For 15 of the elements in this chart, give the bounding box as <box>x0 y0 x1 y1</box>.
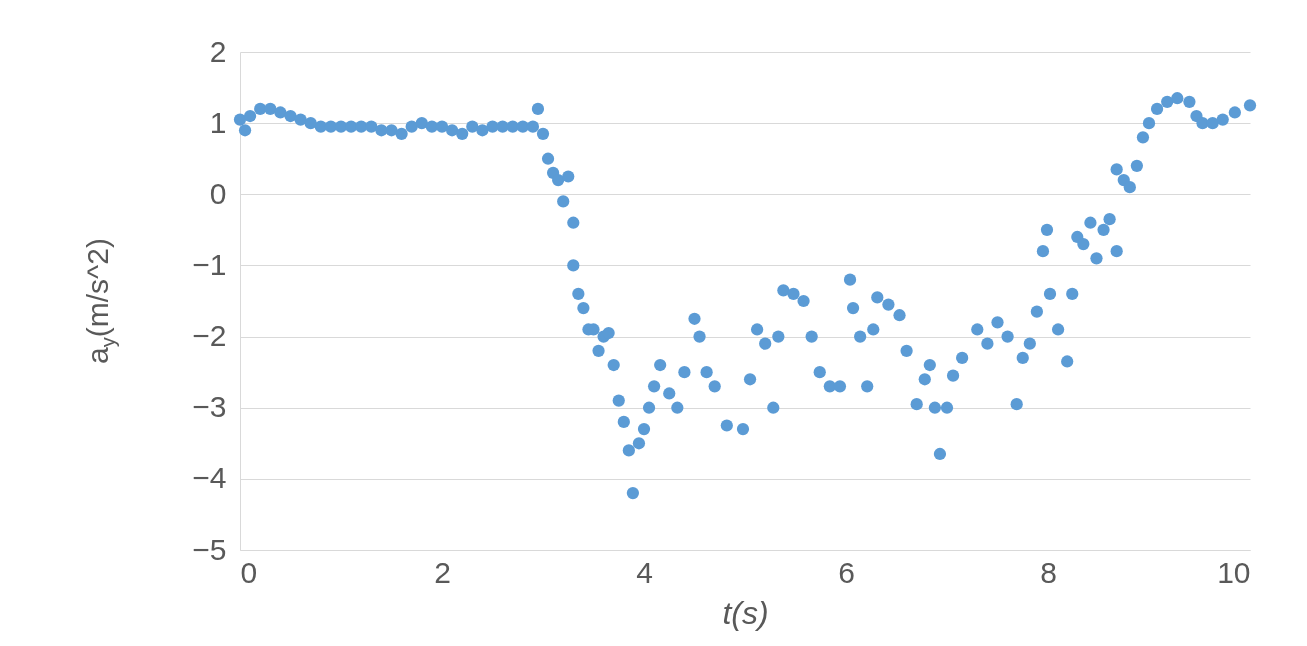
x-tick-label: 0 <box>240 555 258 589</box>
x-tick-label: 6 <box>838 555 855 589</box>
y-tick-label: 2 <box>209 34 227 68</box>
x-tick-label: 8 <box>1040 555 1057 589</box>
y-tick-label: −2 <box>192 319 227 353</box>
x-tick-label: 4 <box>636 555 653 589</box>
x-tick-label: 2 <box>434 555 451 589</box>
y-tick-label: −3 <box>192 390 227 424</box>
x-axis-title: t(s) <box>722 594 769 631</box>
y-tick-label: −1 <box>192 247 227 281</box>
y-tick-label: 0 <box>209 176 227 210</box>
y-tick-label: 1 <box>209 105 227 139</box>
y-tick-label: −4 <box>192 461 227 495</box>
x-tick-label: 10 <box>1217 555 1251 589</box>
y-tick-label: −5 <box>192 532 227 566</box>
